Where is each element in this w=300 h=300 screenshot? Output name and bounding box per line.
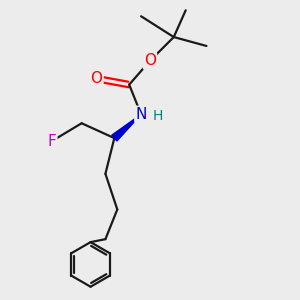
- Text: O: O: [91, 71, 103, 86]
- Text: O: O: [144, 53, 156, 68]
- Text: H: H: [152, 109, 163, 123]
- Polygon shape: [112, 114, 141, 141]
- Text: F: F: [47, 134, 56, 148]
- Text: N: N: [135, 107, 147, 122]
